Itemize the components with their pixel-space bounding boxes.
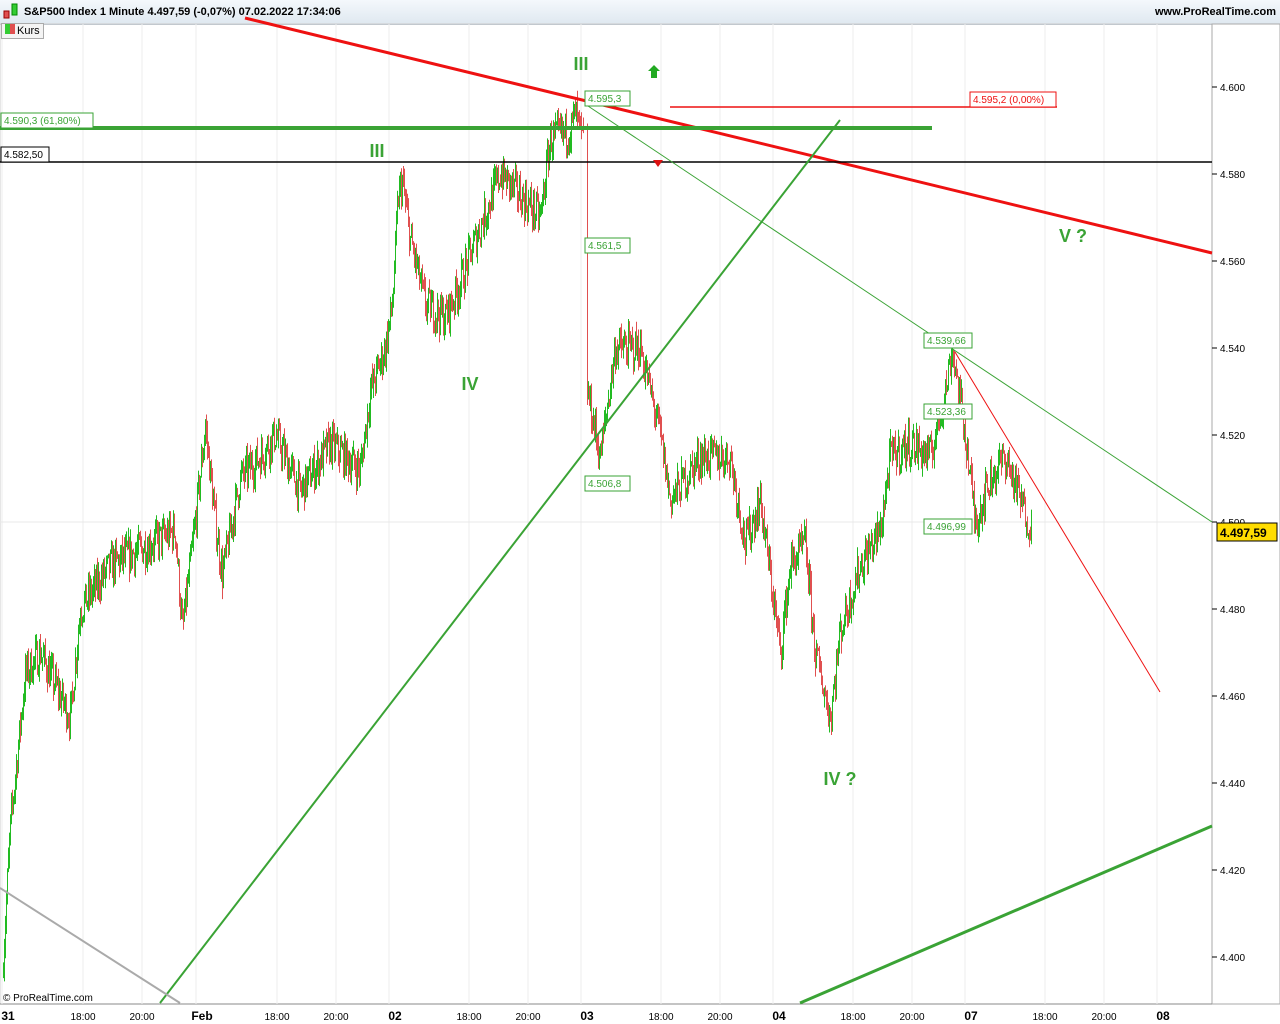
green-thin-trendline	[584, 103, 1213, 523]
y-axis	[1211, 23, 1280, 1005]
gray-trendline	[0, 887, 181, 1004]
x-tick-label: 18:00	[456, 1012, 481, 1023]
x-tick-label: 18:00	[840, 1012, 865, 1023]
down-arrow-icon	[653, 160, 663, 167]
price-label: 4.561,5	[588, 241, 622, 252]
x-tick-label: 20:00	[899, 1012, 924, 1023]
x-tick-label: 18:00	[70, 1012, 95, 1023]
price-label-box	[923, 518, 973, 535]
y-tick-label: 4.440	[1220, 779, 1245, 790]
price-label: 4.506,8	[588, 479, 622, 490]
price-label-box	[584, 90, 631, 107]
y-tick-label: 4.420	[1220, 866, 1245, 877]
x-tick-label: 20:00	[1091, 1012, 1116, 1023]
y-tick-label: 4.480	[1220, 605, 1245, 616]
wave-label: IV ?	[823, 769, 856, 789]
x-tick-label: 20:00	[129, 1012, 154, 1023]
red-level-label: 4.595,2 (0,00%)	[973, 95, 1044, 106]
chart-title: S&P500 Index 1 Minute 4.497,59 (-0,07%) …	[24, 6, 341, 18]
wave-label: IV	[461, 374, 478, 394]
y-tick-label: 4.540	[1220, 344, 1245, 355]
x-tick-label: 07	[964, 1009, 978, 1023]
red-thin-trendline	[954, 351, 1161, 693]
x-tick-label: 20:00	[515, 1012, 540, 1023]
x-tick-label: 02	[388, 1009, 402, 1023]
y-tick-label: 4.600	[1220, 83, 1245, 94]
legend-label: Kurs	[17, 25, 40, 37]
x-tick-label: 08	[1156, 1009, 1170, 1023]
red-trendline	[244, 16, 1213, 255]
x-tick-label: 31	[1, 1009, 15, 1023]
x-tick-label: 04	[772, 1009, 786, 1023]
price-label-box	[923, 403, 973, 420]
price-label: 4.496,99	[927, 522, 966, 533]
last-price-box	[1216, 522, 1278, 542]
up-arrow-icon	[648, 65, 660, 78]
x-tick-label: Feb	[191, 1009, 212, 1023]
price-label-box	[584, 237, 631, 254]
wave-label: III	[369, 141, 384, 161]
green-trendline	[159, 119, 841, 1004]
green-lower-trendline	[799, 824, 1213, 1005]
y-tick-label: 4.460	[1220, 692, 1245, 703]
fib-label: 4.590,3 (61,80%)	[4, 116, 81, 127]
x-tick-label: 20:00	[323, 1012, 348, 1023]
last-price: 4.497,59	[1220, 526, 1267, 540]
x-tick-label: 03	[580, 1009, 594, 1023]
wave-label: III	[573, 54, 588, 74]
y-tick-label: 4.400	[1220, 953, 1245, 964]
red-level-label-box	[969, 91, 1057, 108]
copyright: © ProRealTime.com	[3, 993, 93, 1004]
price-label: 4.595,3	[588, 94, 622, 105]
site-link[interactable]: www.ProRealTime.com	[1154, 6, 1276, 18]
y-tick-label: 4.560	[1220, 257, 1245, 268]
price-label-box	[584, 475, 631, 492]
fib-label-box	[0, 112, 94, 129]
y-tick-label: 4.580	[1220, 170, 1245, 181]
price-label-box	[923, 332, 973, 349]
candlestick-icon	[3, 3, 18, 19]
legend-kurs[interactable]: Kurs	[1, 23, 44, 39]
x-tick-label: 20:00	[707, 1012, 732, 1023]
x-tick-label: 18:00	[648, 1012, 673, 1023]
support-label: 4.582,50	[4, 150, 43, 161]
wave-label: V ?	[1059, 226, 1087, 246]
price-label: 4.539,66	[927, 336, 966, 347]
x-tick-label: 18:00	[1032, 1012, 1057, 1023]
plot-frame	[0, 23, 1213, 1005]
x-tick-label: 18:00	[264, 1012, 289, 1023]
price-label: 4.523,36	[927, 407, 966, 418]
support-label-box	[0, 146, 50, 163]
y-tick-label: 4.520	[1220, 431, 1245, 442]
